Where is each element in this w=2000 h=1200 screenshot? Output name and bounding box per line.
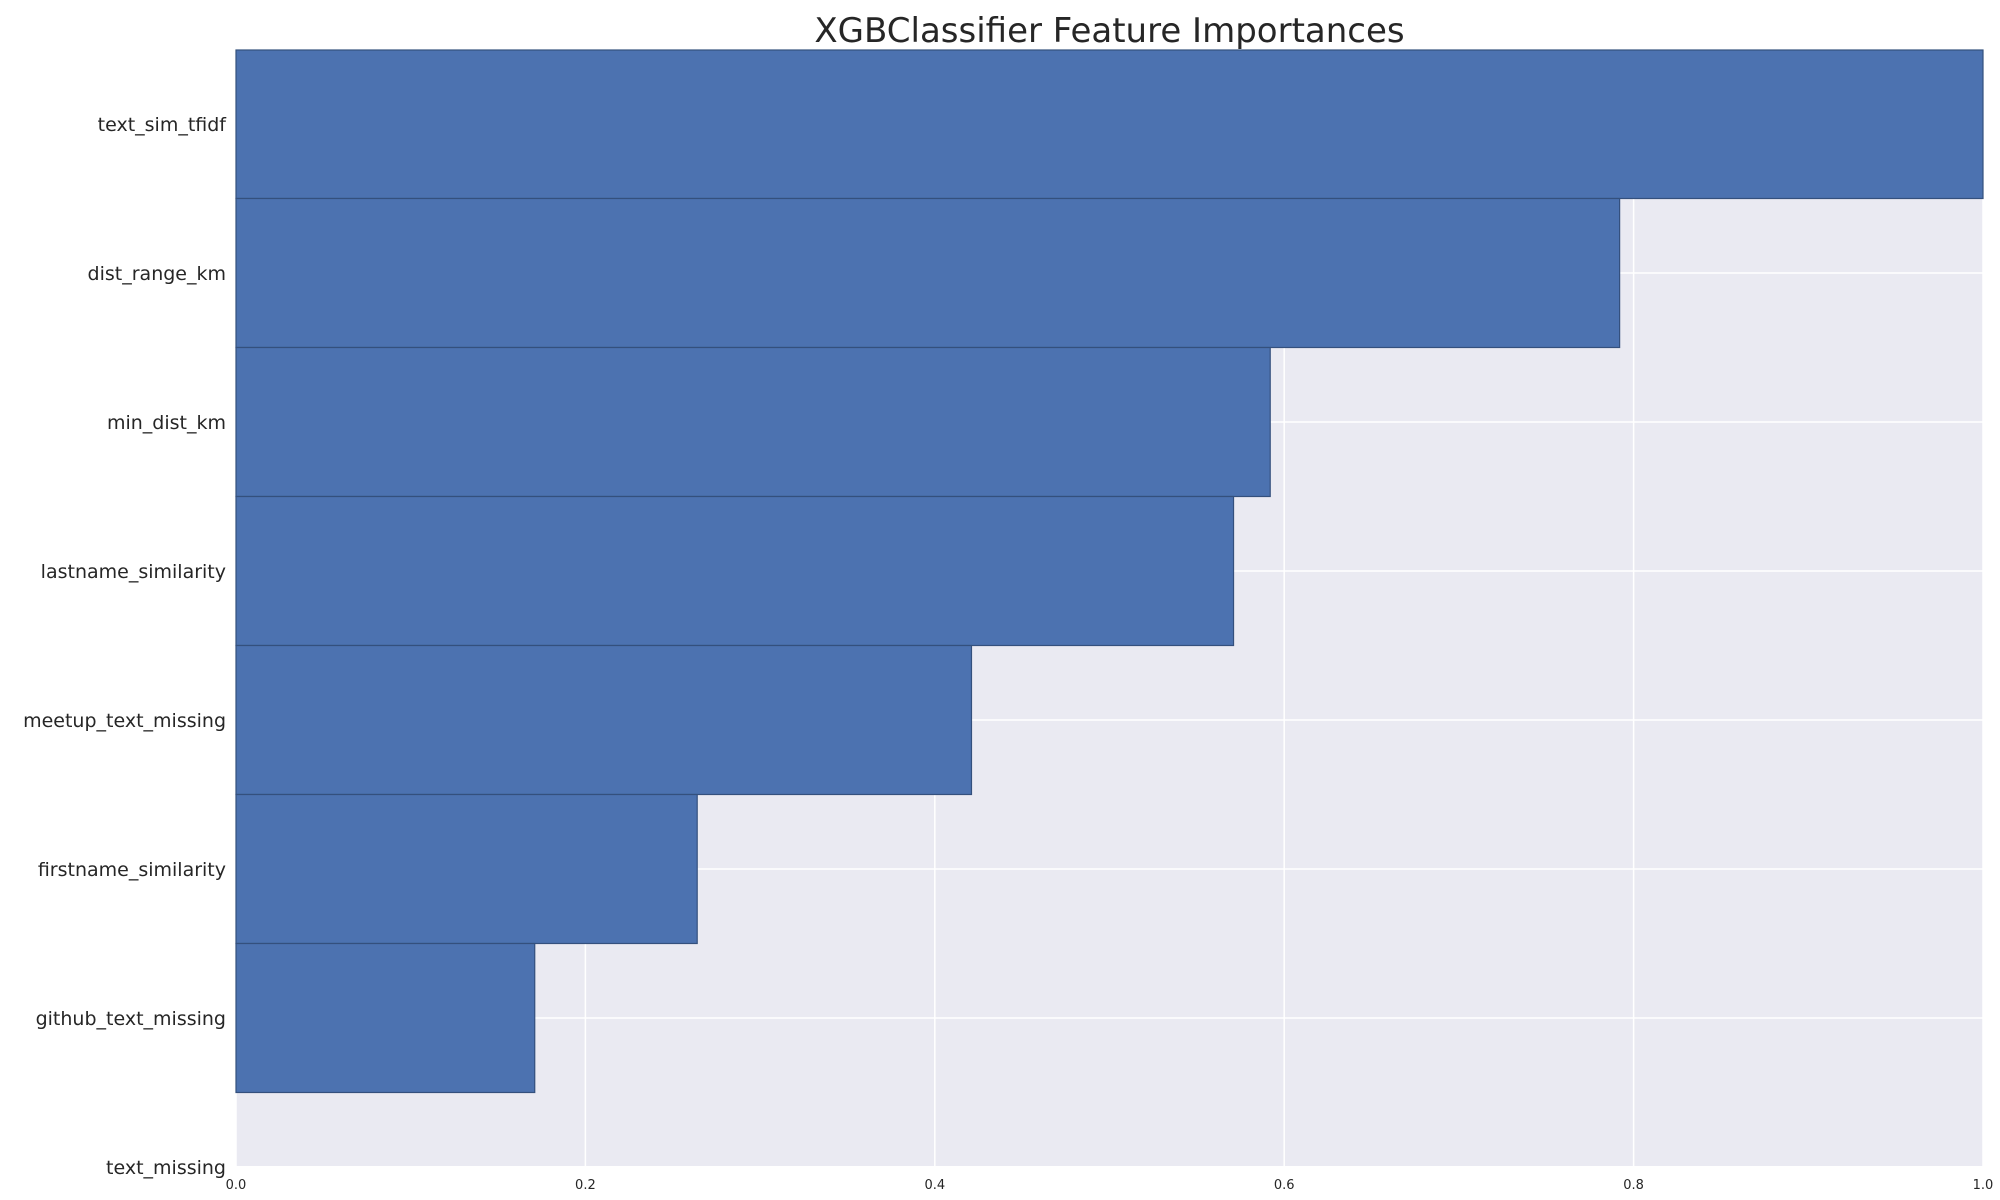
x-tick-label: 1.0: [1973, 1178, 1994, 1193]
bar-text-sim-tfidf: [235, 49, 1984, 200]
bar-meetup-text-missing: [235, 644, 973, 796]
x-tick-label: 0.0: [226, 1178, 247, 1193]
bar-github-text-missing: [235, 942, 536, 1094]
category-label: min_dist_km: [107, 412, 226, 434]
bar-min-dist-km: [235, 346, 1271, 498]
category-label: dist_range_km: [88, 263, 226, 285]
category-label: lastname_similarity: [41, 561, 226, 583]
x-tick-label: 0.6: [1274, 1178, 1295, 1193]
bar-firstname-similarity: [235, 793, 698, 945]
x-tick-labels: 0.0 0.2 0.4 0.6 0.8 1.0: [226, 1178, 1994, 1193]
bar-lastname-similarity: [235, 495, 1235, 647]
chart-title: XGBClassifier Feature Importances: [814, 11, 1404, 51]
category-label: meetup_text_missing: [23, 710, 226, 732]
category-labels: text_sim_tfidf dist_range_km min_dist_kmla…: [23, 114, 227, 1179]
x-tick-label: 0.4: [924, 1178, 945, 1193]
category-label: github_text_missing: [36, 1008, 226, 1030]
x-tick-label: 0.2: [575, 1178, 596, 1193]
category-label: firstname_similarity: [38, 859, 226, 881]
category-label: text_missing: [106, 1157, 226, 1179]
bar-dist-range-km: [235, 197, 1621, 349]
category-label: text_sim_tfidf: [98, 114, 228, 136]
x-tick-label: 0.8: [1623, 1178, 1644, 1193]
bars: [235, 49, 1984, 1094]
